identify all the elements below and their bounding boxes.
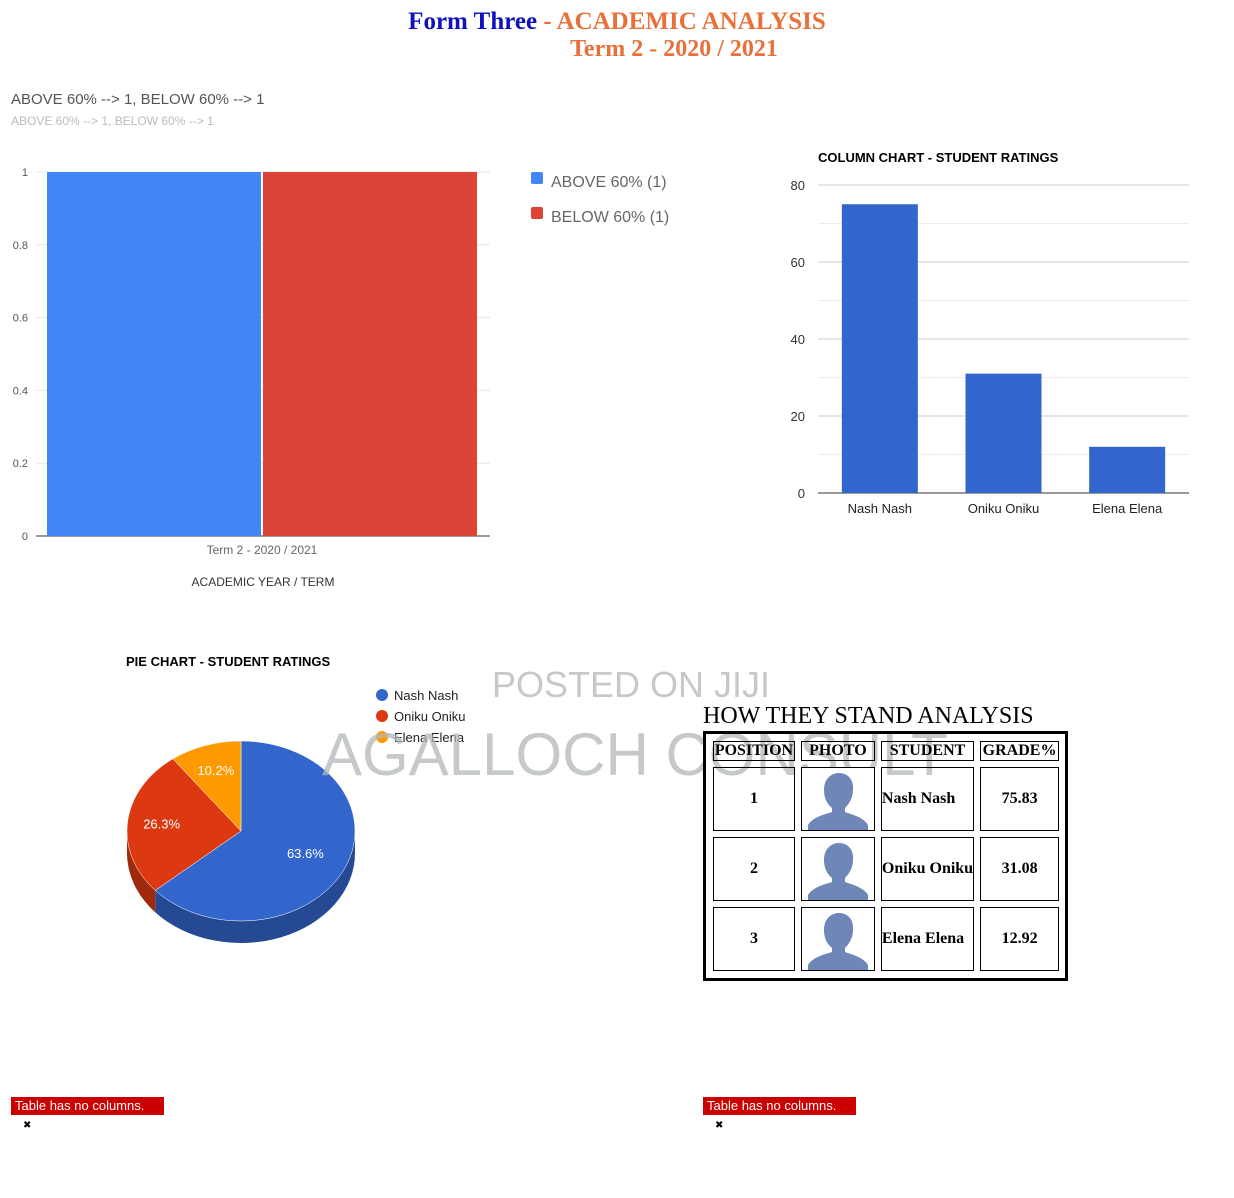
pie-value-label: 10.2% [197,763,234,778]
y-tick-label: 0.6 [13,313,28,325]
stand-table: POSITION PHOTO STUDENT GRADE% 1 Nash Nas… [703,731,1068,981]
row-student: Oniku Oniku [880,837,975,901]
chart3-title: PIE CHART - STUDENT RATINGS [126,654,330,669]
y-tick-label: 0.8 [13,240,28,252]
y-tick-label: 20 [791,409,805,424]
row-grade: 12.92 [980,907,1059,971]
row-student: Nash Nash [880,767,975,831]
chart1-bars [47,172,477,536]
legend-dot [376,731,388,743]
x-tick-label: Oniku Oniku [968,501,1040,516]
y-tick-label: 0 [22,531,28,543]
pie-side-2 [127,831,156,913]
watermark-posted: POSTED ON JIJI [492,664,771,705]
row-photo [800,907,875,971]
legend-above-label: ABOVE 60% (1) [551,174,667,191]
pie-side-1 [155,831,355,943]
title-form: Form Three [408,8,538,35]
y-tick-label: 0.2 [13,458,28,470]
row-grade: 31.08 [980,837,1059,901]
stand-title: HOW THEY STAND ANALYSIS [703,703,1034,729]
table-row: 3 Elena Elena 12.92 [713,907,1059,971]
error-text-right: Table has no columns. [707,1098,837,1113]
row-position: 1 [713,767,795,831]
header-photo: PHOTO [800,741,875,761]
legend-below-swatch [531,207,543,219]
chart2-bars [841,204,1166,493]
legend-label: Elena Elena [394,730,465,745]
legend-dot [376,710,388,722]
error-banner-left: Table has no columns. ✖ [11,1097,164,1131]
column-chart: COLUMN CHART - STUDENT RATINGS 0 20 40 60 80… [791,150,1189,516]
person-silhouette-icon [801,768,874,830]
above-below-chart: ABOVE 60% --> 1, BELOW 60% --> 1 ABOVE 6… [11,91,669,589]
bar [47,172,261,536]
legend-label: Oniku Oniku [394,709,466,724]
x-tick-label: Elena Elena [1092,501,1163,516]
row-position: 3 [713,907,795,971]
error-text-left: Table has no columns. [15,1098,145,1113]
person-silhouette-icon [801,838,874,900]
avatar-icon [801,908,874,970]
chart1-category-label: Term 2 - 2020 / 2021 [207,543,318,557]
header-grade: GRADE% [980,741,1059,761]
chart2-title: COLUMN CHART - STUDENT RATINGS [818,150,1059,165]
title-analysis: - ACADEMIC ANALYSIS [537,8,826,35]
pie-value-label: 63.6% [287,846,324,861]
x-tick-label: Nash Nash [848,501,912,516]
header-student: STUDENT [880,741,975,761]
y-tick-label: 0 [798,486,805,501]
row-position: 2 [713,837,795,901]
table-row: 1 Nash Nash 75.83 [713,767,1059,831]
bar [841,204,918,493]
error-banner-right: Table has no columns. ✖ [703,1097,856,1131]
pie-chart: PIE CHART - STUDENT RATINGS 63.6% 26.3% 10… [126,654,466,943]
row-student: Elena Elena [880,907,975,971]
avatar-icon [801,768,874,830]
y-tick-label: 0.4 [13,385,28,397]
y-tick-label: 40 [791,332,805,347]
legend-dot [376,689,388,701]
table-row: 2 Oniku Oniku 31.08 [713,837,1059,901]
pie-slice-1 [154,740,356,922]
chart2-x-labels: Nash Nash Oniku Oniku Elena Elena [848,501,1163,516]
row-grade: 75.83 [980,767,1059,831]
row-photo [800,837,875,901]
pie-value-label: 26.3% [143,816,180,831]
chart1-subtitle: ABOVE 60% --> 1, BELOW 60% --> 1 [11,114,214,128]
page-subtitle: Term 2 - 2020 / 2021 [570,36,778,62]
close-icon[interactable]: ✖ [23,1120,32,1131]
person-silhouette-icon [801,908,874,970]
legend-label: Nash Nash [394,688,458,703]
chart1-y-ticks: 0 0.2 0.4 0.6 0.8 1 [13,167,28,543]
bar [1089,446,1166,493]
y-tick-label: 1 [22,167,28,179]
close-icon[interactable]: ✖ [715,1120,724,1131]
chart1-x-axis-label: ACADEMIC YEAR / TERM [192,575,335,589]
chart1-title: ABOVE 60% --> 1, BELOW 60% --> 1 [11,91,264,108]
pie-slice-3 [172,740,242,832]
bar [965,373,1042,493]
y-tick-label: 60 [791,255,805,270]
chart3-legend: Nash Nash Oniku Oniku Elena Elena [376,688,466,745]
page-title: Form Three - ACADEMIC ANALYSIS [0,8,1234,36]
header-position: POSITION [713,741,795,761]
chart2-y-ticks: 0 20 40 60 80 [791,178,805,501]
row-photo [800,767,875,831]
stand-header-row: POSITION PHOTO STUDENT GRADE% [713,741,1059,761]
legend-below-label: BELOW 60% (1) [551,209,669,226]
bar [263,172,477,536]
chart3-pie: 63.6% 26.3% 10.2% [126,740,356,943]
chart1-legend: ABOVE 60% (1) BELOW 60% (1) [531,172,669,226]
legend-above-swatch [531,172,543,184]
pie-slice-2 [126,758,242,891]
y-tick-label: 80 [791,178,805,193]
avatar-icon [801,838,874,900]
